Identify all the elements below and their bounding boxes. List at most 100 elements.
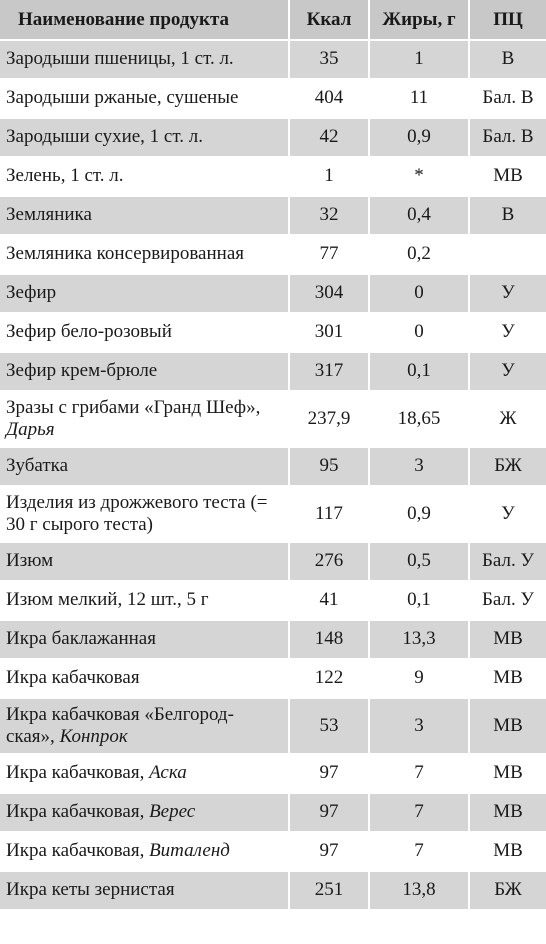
header-pc: ПЦ <box>470 0 546 41</box>
table-body: Зародыши пшеницы, 1 ст. л. 35 1 В Зароды… <box>0 41 546 911</box>
table-row: Зефир 304 0 У <box>0 275 546 314</box>
product-name: Земляника <box>0 197 290 236</box>
kcal-cell: 317 <box>290 353 370 392</box>
kcal-cell: 95 <box>290 448 370 487</box>
fat-cell: 13,3 <box>370 621 470 660</box>
fat-cell: 0,5 <box>370 543 470 582</box>
pc-cell: МВ <box>470 755 546 794</box>
table-row: Зефир бело-розовый 301 0 У <box>0 314 546 353</box>
product-name: Изюм <box>0 543 290 582</box>
table-row: Земляника консервированная 77 0,2 <box>0 236 546 275</box>
kcal-cell: 97 <box>290 833 370 872</box>
kcal-cell: 35 <box>290 41 370 80</box>
product-name-main: Икра кабачковая «Белгород-ская», <box>6 703 234 747</box>
kcal-cell: 301 <box>290 314 370 353</box>
fat-cell: 0,1 <box>370 582 470 621</box>
table-row: Изюм 276 0,5 Бал. У <box>0 543 546 582</box>
product-name-main: Изюм <box>6 550 54 572</box>
product-name-main: Икра кабачковая, <box>6 801 145 823</box>
fat-cell: 13,8 <box>370 872 470 911</box>
product-name-main: Изюм мелкий, 12 шт., 5 г <box>6 589 209 611</box>
table-row: Зародыши ржаные, сушеные 404 11 Бал. В <box>0 80 546 119</box>
product-name-main: Икра кабачковая, <box>6 840 145 862</box>
kcal-cell: 117 <box>290 487 370 543</box>
fat-cell: 7 <box>370 833 470 872</box>
product-name-main: Икра кабачковая, <box>6 762 145 784</box>
table-row: Икра баклажанная 148 13,3 МВ <box>0 621 546 660</box>
pc-cell: В <box>470 197 546 236</box>
header-kcal: Ккал <box>290 0 370 41</box>
kcal-cell: 148 <box>290 621 370 660</box>
nutrition-table: Наименование продукта Ккал Жиры, г ПЦ За… <box>0 0 546 911</box>
kcal-cell: 32 <box>290 197 370 236</box>
fat-cell: 18,65 <box>370 392 470 448</box>
product-name: Зелень, 1 ст. л. <box>0 158 290 197</box>
kcal-cell: 97 <box>290 755 370 794</box>
product-name: Зразы с грибами «Гранд Шеф», Дарья <box>0 392 290 448</box>
kcal-cell: 276 <box>290 543 370 582</box>
fat-cell: 3 <box>370 699 470 755</box>
fat-cell: 0,2 <box>370 236 470 275</box>
table-row: Икра кабачковая, Аска 97 7 МВ <box>0 755 546 794</box>
table-row: Икра кабачковая, Верес 97 7 МВ <box>0 794 546 833</box>
fat-cell: 3 <box>370 448 470 487</box>
product-name: Зефир бело-розовый <box>0 314 290 353</box>
product-name-main: Зелень, 1 ст. л. <box>6 165 124 187</box>
fat-cell: 0,4 <box>370 197 470 236</box>
table-row: Икра кабачковая 122 9 МВ <box>0 660 546 699</box>
product-name: Икра кеты зернистая <box>0 872 290 911</box>
header-row: Наименование продукта Ккал Жиры, г ПЦ <box>0 0 546 41</box>
product-name-main: Икра кабачковая <box>6 667 140 689</box>
table-row: Зелень, 1 ст. л. 1 * МВ <box>0 158 546 197</box>
product-name: Зубатка <box>0 448 290 487</box>
fat-cell: 7 <box>370 794 470 833</box>
product-name-main: Икра баклажанная <box>6 628 156 650</box>
product-name: Земляника консервированная <box>0 236 290 275</box>
kcal-cell: 304 <box>290 275 370 314</box>
pc-cell <box>470 236 546 275</box>
pc-cell: Ж <box>470 392 546 448</box>
fat-cell: 0,9 <box>370 487 470 543</box>
pc-cell: БЖ <box>470 448 546 487</box>
kcal-cell: 42 <box>290 119 370 158</box>
pc-cell: МВ <box>470 621 546 660</box>
product-name-main: Зубатка <box>6 455 69 477</box>
pc-cell: Бал. У <box>470 543 546 582</box>
header-name: Наименование продукта <box>0 0 290 41</box>
product-name: Икра баклажанная <box>0 621 290 660</box>
table-row: Зразы с грибами «Гранд Шеф», Дарья 237,9… <box>0 392 546 448</box>
table-row: Зародыши сухие, 1 ст. л. 42 0,9 Бал. В <box>0 119 546 158</box>
fat-cell: 0,1 <box>370 353 470 392</box>
product-name-main: Икра кеты зернистая <box>6 879 175 901</box>
pc-cell: У <box>470 275 546 314</box>
pc-cell: МВ <box>470 833 546 872</box>
header-fat: Жиры, г <box>370 0 470 41</box>
pc-cell: МВ <box>470 794 546 833</box>
product-name: Зефир <box>0 275 290 314</box>
product-name: Зародыши ржаные, сушеные <box>0 80 290 119</box>
product-name: Икра кабачковая, Аска <box>0 755 290 794</box>
fat-cell: 9 <box>370 660 470 699</box>
product-brand: Верес <box>149 801 196 823</box>
pc-cell: МВ <box>470 158 546 197</box>
product-name: Икра кабачковая «Белгород-ская», Конпрок <box>0 699 290 755</box>
pc-cell: Бал. В <box>470 80 546 119</box>
table-row: Земляника 32 0,4 В <box>0 197 546 236</box>
product-name-main: Зефир крем-брюле <box>6 360 158 382</box>
product-name: Икра кабачковая <box>0 660 290 699</box>
product-name-main: Зразы с грибами «Гранд Шеф», <box>6 396 261 418</box>
product-brand: Дарья <box>6 419 55 440</box>
fat-cell: 0 <box>370 314 470 353</box>
product-name-main: Земляника консервированная <box>6 243 244 265</box>
product-name-main: Земляника <box>6 204 92 226</box>
product-name: Изделия из дрожжевого теста (= 30 г сыро… <box>0 487 290 543</box>
pc-cell: У <box>470 487 546 543</box>
pc-cell: БЖ <box>470 872 546 911</box>
kcal-cell: 77 <box>290 236 370 275</box>
fat-cell: * <box>370 158 470 197</box>
kcal-cell: 41 <box>290 582 370 621</box>
kcal-cell: 53 <box>290 699 370 755</box>
fat-cell: 0 <box>370 275 470 314</box>
table-row: Зародыши пшеницы, 1 ст. л. 35 1 В <box>0 41 546 80</box>
product-brand: Аска <box>149 762 187 784</box>
